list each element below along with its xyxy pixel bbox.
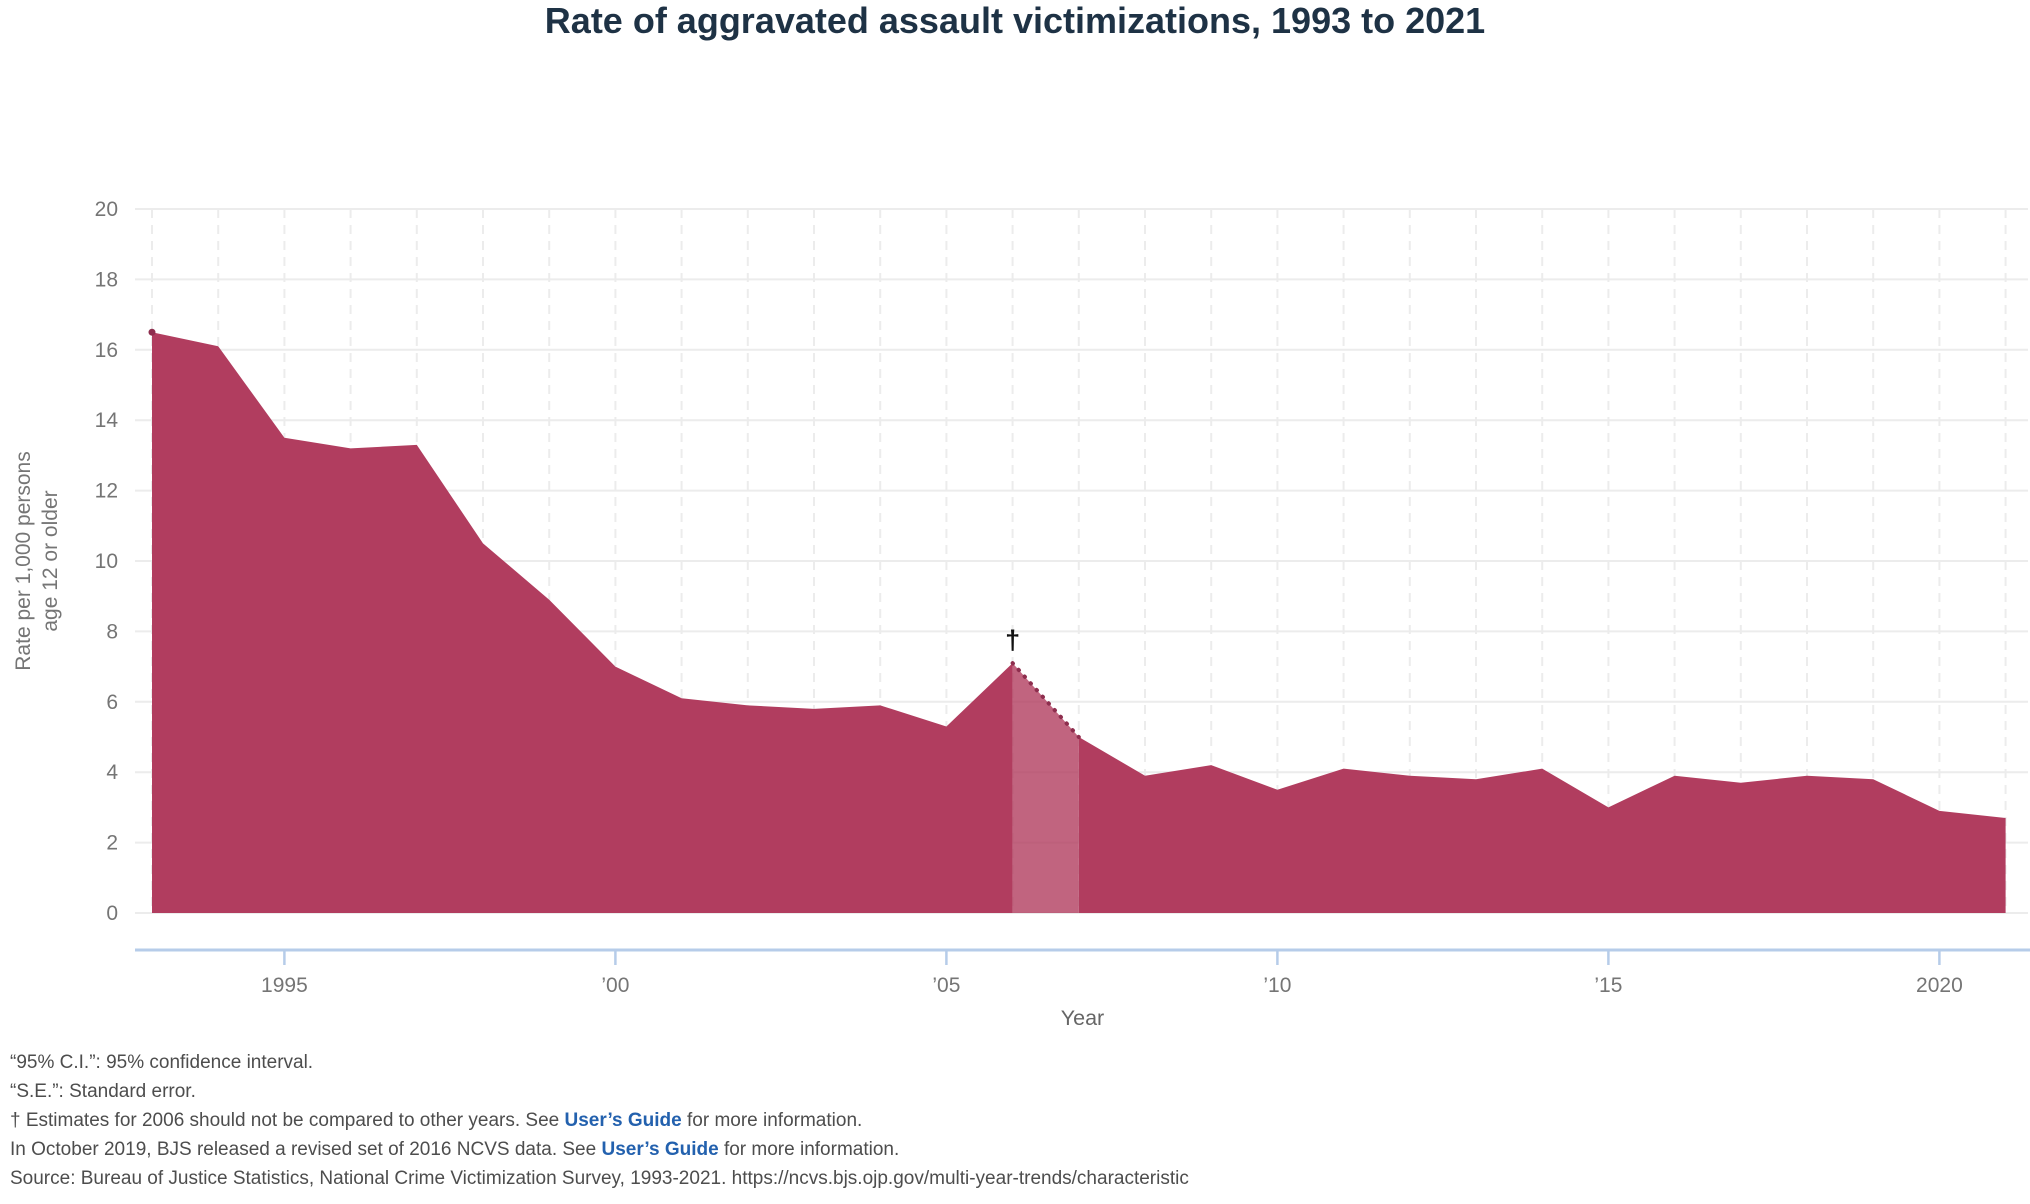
- y-tick-label: 18: [95, 268, 118, 291]
- y-tick-label: 14: [95, 409, 119, 432]
- y-tick-label: 16: [95, 339, 118, 362]
- area-fill-right: [1078, 737, 2006, 913]
- footnote-dagger-text: † Estimates for 2006 should not be compa…: [10, 1110, 565, 1131]
- chart-title: Rate of aggravated assault victimization…: [544, 0, 1486, 41]
- footnotes: “95% C.I.”: 95% confidence interval. “S.…: [10, 1048, 1189, 1193]
- footnote-revision-text: In October 2019, BJS released a revised …: [10, 1139, 602, 1160]
- users-guide-link-1[interactable]: User’s Guide: [564, 1110, 682, 1131]
- footnote-revision: In October 2019, BJS released a revised …: [10, 1135, 1189, 1164]
- highlight-band-2006: [1012, 663, 1079, 913]
- x-tick-label: ’15: [1594, 974, 1622, 997]
- y-axis-label-line1: Rate per 1,000 persons: [12, 451, 35, 670]
- y-tick-label: 12: [95, 480, 118, 503]
- y-tick-label: 2: [106, 832, 118, 855]
- footnote-se: “S.E.”: Standard error.: [10, 1081, 196, 1102]
- victimization-rate-area-chart: † 0 2 4 6 8 10 12 14 16 18 20 Rate per 1,000 persons…: [12, 198, 2030, 1030]
- x-axis-label: Year: [1061, 1006, 1104, 1030]
- y-tick-label: 6: [106, 691, 118, 714]
- x-tick-label: 2020: [1916, 974, 1963, 997]
- footnote-dagger-text-end: for more information.: [681, 1110, 863, 1131]
- footnote-source: Source: Bureau of Justice Statistics, Na…: [10, 1168, 1189, 1189]
- x-tick-label: ’10: [1263, 974, 1291, 997]
- users-guide-link-2[interactable]: User’s Guide: [601, 1139, 719, 1160]
- y-tick-label: 20: [95, 198, 118, 221]
- y-tick-label: 0: [106, 902, 118, 925]
- y-tick-label: 8: [106, 620, 118, 643]
- dagger-annotation: †: [1005, 625, 1020, 655]
- footnote-dagger: † Estimates for 2006 should not be compa…: [10, 1106, 1189, 1135]
- footnote-revision-text-end: for more information.: [718, 1139, 900, 1160]
- x-tick-label: ’00: [601, 974, 629, 997]
- footnote-ci: “95% C.I.”: 95% confidence interval.: [10, 1052, 314, 1073]
- y-tick-label: 4: [106, 761, 118, 784]
- start-point-marker: [148, 328, 156, 336]
- area-fill-left: [152, 332, 1013, 913]
- y-axis-label-line2: age 12 or older: [39, 490, 62, 631]
- x-tick-label: ’05: [932, 974, 960, 997]
- dotted-edge-2006-2007: [1010, 661, 1081, 739]
- x-tick-label: 1995: [261, 974, 308, 997]
- y-tick-label: 10: [95, 550, 118, 573]
